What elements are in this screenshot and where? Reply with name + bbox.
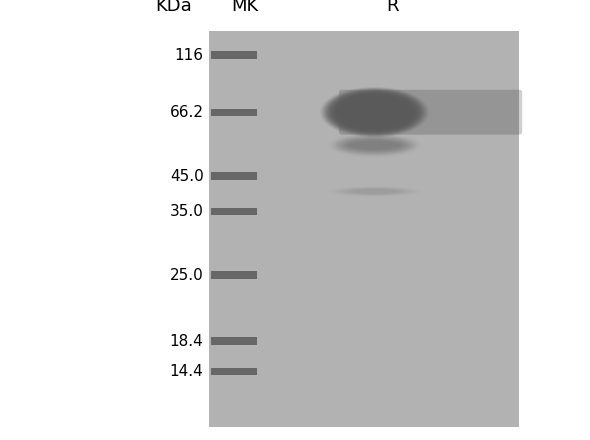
Ellipse shape — [349, 100, 400, 124]
Ellipse shape — [340, 137, 409, 153]
Bar — [209, 31, 519, 427]
Ellipse shape — [336, 94, 414, 130]
Ellipse shape — [346, 99, 404, 125]
Ellipse shape — [325, 89, 424, 135]
Text: 116: 116 — [175, 48, 204, 62]
Text: 66.2: 66.2 — [169, 105, 204, 120]
Ellipse shape — [322, 88, 428, 137]
Bar — [211, 271, 257, 279]
Bar — [211, 368, 257, 375]
Ellipse shape — [348, 140, 401, 150]
FancyBboxPatch shape — [339, 90, 522, 135]
Bar — [211, 172, 257, 180]
Bar — [211, 208, 257, 215]
Ellipse shape — [340, 188, 409, 195]
Ellipse shape — [350, 141, 399, 149]
Ellipse shape — [346, 140, 403, 150]
Ellipse shape — [338, 136, 411, 154]
Text: 25.0: 25.0 — [170, 268, 204, 282]
Ellipse shape — [340, 96, 409, 128]
Ellipse shape — [341, 96, 408, 128]
Text: KDa: KDa — [156, 0, 192, 15]
Ellipse shape — [333, 135, 417, 156]
Ellipse shape — [335, 94, 415, 131]
Ellipse shape — [355, 103, 395, 121]
Bar — [211, 51, 257, 59]
Ellipse shape — [330, 187, 419, 196]
Ellipse shape — [350, 189, 399, 194]
Ellipse shape — [329, 91, 421, 133]
Ellipse shape — [342, 97, 407, 127]
Ellipse shape — [342, 138, 408, 152]
Ellipse shape — [345, 98, 405, 126]
Text: 45.0: 45.0 — [170, 169, 204, 183]
Ellipse shape — [352, 102, 398, 123]
Text: MK: MK — [231, 0, 258, 15]
Ellipse shape — [323, 88, 427, 136]
Ellipse shape — [331, 92, 418, 132]
Ellipse shape — [337, 187, 412, 195]
Ellipse shape — [336, 136, 413, 154]
Bar — [211, 337, 257, 345]
Text: 18.4: 18.4 — [170, 334, 204, 348]
Ellipse shape — [347, 99, 402, 125]
Ellipse shape — [350, 101, 399, 123]
Ellipse shape — [335, 135, 415, 155]
Ellipse shape — [343, 188, 406, 194]
Ellipse shape — [348, 100, 401, 125]
Ellipse shape — [332, 92, 417, 132]
Ellipse shape — [326, 186, 423, 197]
Text: 14.4: 14.4 — [170, 364, 204, 379]
Ellipse shape — [354, 189, 395, 194]
Ellipse shape — [347, 188, 402, 194]
Ellipse shape — [320, 87, 429, 137]
Ellipse shape — [327, 90, 422, 134]
Bar — [211, 109, 257, 116]
Ellipse shape — [330, 92, 419, 133]
Ellipse shape — [345, 139, 405, 151]
Ellipse shape — [337, 95, 412, 129]
Ellipse shape — [326, 90, 423, 135]
Ellipse shape — [339, 95, 411, 129]
Ellipse shape — [333, 93, 416, 131]
Ellipse shape — [353, 102, 396, 122]
Text: 35.0: 35.0 — [170, 204, 204, 219]
Ellipse shape — [333, 187, 416, 196]
Ellipse shape — [331, 134, 418, 156]
Ellipse shape — [356, 103, 394, 121]
Ellipse shape — [324, 88, 425, 136]
Ellipse shape — [343, 139, 407, 152]
Ellipse shape — [343, 98, 406, 127]
Text: R: R — [386, 0, 399, 15]
